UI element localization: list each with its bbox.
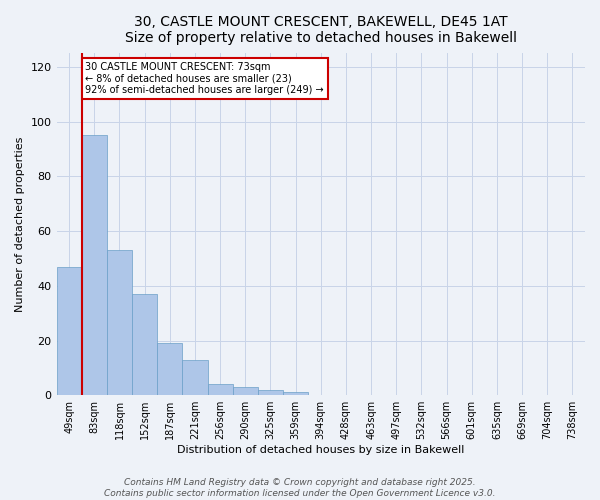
Bar	[132, 294, 157, 395]
Bar	[182, 360, 208, 395]
Bar	[82, 136, 107, 395]
Bar	[208, 384, 233, 395]
Y-axis label: Number of detached properties: Number of detached properties	[15, 136, 25, 312]
Bar	[56, 266, 82, 395]
X-axis label: Distribution of detached houses by size in Bakewell: Distribution of detached houses by size …	[177, 445, 464, 455]
Text: 30 CASTLE MOUNT CRESCENT: 73sqm
← 8% of detached houses are smaller (23)
92% of : 30 CASTLE MOUNT CRESCENT: 73sqm ← 8% of …	[85, 62, 324, 94]
Title: 30, CASTLE MOUNT CRESCENT, BAKEWELL, DE45 1AT
Size of property relative to detac: 30, CASTLE MOUNT CRESCENT, BAKEWELL, DE4…	[125, 15, 517, 45]
Bar	[283, 392, 308, 395]
Bar	[258, 390, 283, 395]
Text: Contains HM Land Registry data © Crown copyright and database right 2025.
Contai: Contains HM Land Registry data © Crown c…	[104, 478, 496, 498]
Bar	[233, 387, 258, 395]
Bar	[157, 343, 182, 395]
Bar	[107, 250, 132, 395]
